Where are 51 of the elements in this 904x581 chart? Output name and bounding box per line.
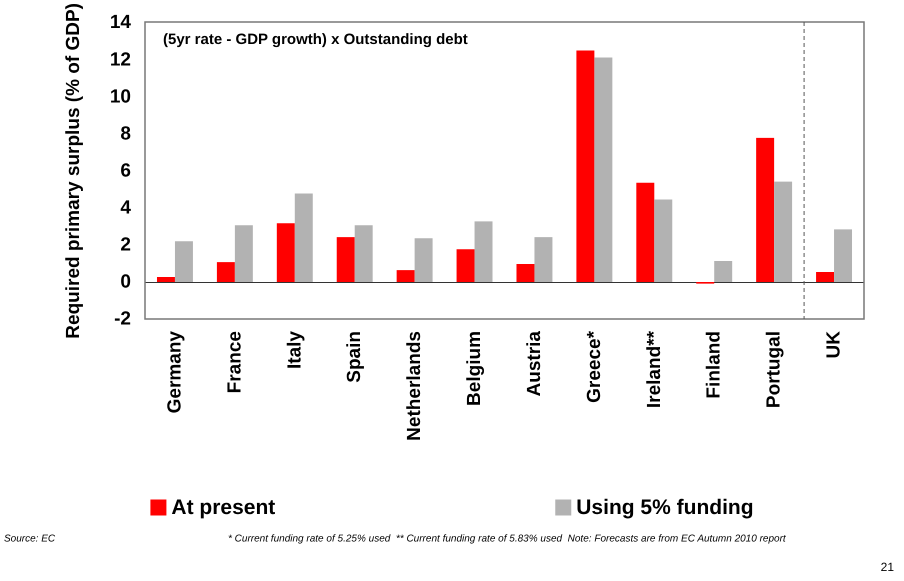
bar	[156, 276, 175, 282]
bar	[636, 182, 654, 282]
bar	[534, 237, 552, 282]
x-tick-label: Italy	[284, 330, 306, 370]
bar	[594, 58, 612, 282]
y-tick-label: 2	[120, 234, 131, 256]
bar	[174, 241, 193, 282]
bar	[516, 264, 534, 282]
bar	[276, 223, 295, 282]
x-tick-label: France	[224, 331, 246, 394]
x-tick-label: Austria	[524, 330, 545, 396]
bar	[576, 50, 594, 282]
x-tick-label: Ireland**	[644, 330, 665, 408]
bar	[336, 237, 355, 282]
bar	[414, 238, 433, 282]
y-tick-label: 14	[110, 12, 132, 34]
legend-label: At present	[171, 496, 276, 519]
x-tick-label: Finland	[704, 331, 725, 399]
bar	[474, 221, 493, 282]
y-tick-label: 8	[120, 123, 131, 144]
legend-label: Using 5% funding	[576, 496, 754, 519]
bar	[294, 193, 313, 282]
x-tick-label: UK	[824, 330, 845, 358]
bar	[456, 249, 475, 282]
bar	[354, 225, 373, 282]
x-tick-label: Greece*	[584, 330, 605, 403]
bar	[654, 200, 672, 282]
y-tick-label: 10	[110, 86, 131, 108]
text: * Current funding rate of 5.25% used ** Current funding rate of 5.83% used Note: Forecasts are from EC Autumn 2010 report	[228, 534, 787, 544]
bar	[234, 225, 253, 282]
bar	[816, 272, 834, 282]
x-tick-label: Netherlands	[404, 331, 426, 441]
text: (5yr rate - GDP growth) x Outstanding debt	[163, 31, 468, 48]
y-tick-label: 6	[120, 160, 131, 182]
y-tick-label: 0	[120, 271, 131, 292]
bar	[714, 261, 732, 282]
x-tick-label: Portugal	[764, 331, 785, 408]
y-axis-title: Required primary surplus (% of GDP)	[63, 2, 84, 339]
source-note: Source: EC	[4, 534, 56, 544]
x-tick-label: Belgium	[464, 331, 486, 406]
bar	[756, 138, 774, 282]
bar	[774, 182, 792, 282]
y-tick-label: 4	[120, 197, 132, 218]
y-tick-label: -2	[114, 308, 131, 330]
y-tick-label: 12	[110, 49, 131, 70]
text: 21	[880, 560, 894, 574]
x-tick-label: Germany	[164, 330, 186, 414]
bar	[396, 270, 415, 282]
bar	[834, 229, 852, 282]
x-tick-label: Spain	[344, 331, 366, 383]
bar	[216, 262, 235, 282]
